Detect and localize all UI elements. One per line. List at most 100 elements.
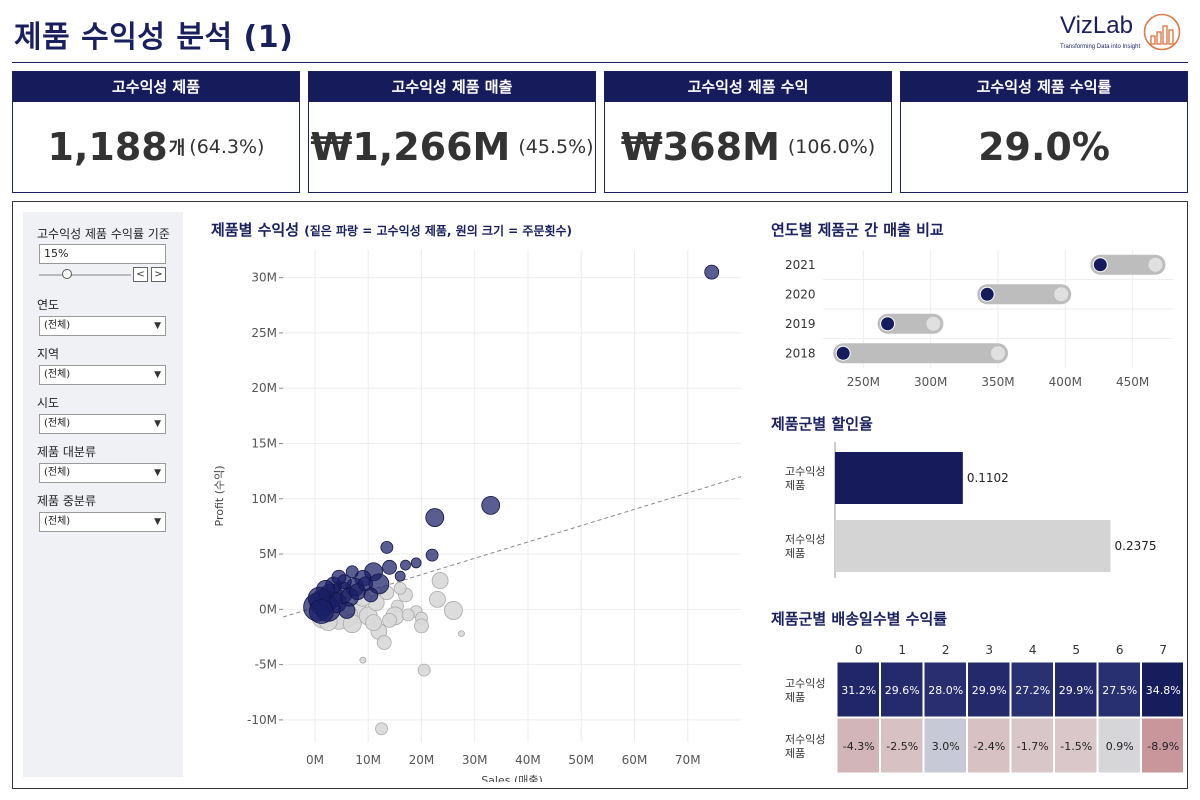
heatmap-cell bbox=[967, 717, 1011, 774]
year-label: 2019 bbox=[785, 317, 816, 331]
x-tick-label: 300M bbox=[914, 375, 947, 389]
y-tick-label: 10M bbox=[251, 492, 277, 506]
chevron-right-icon: > bbox=[154, 269, 163, 280]
filter-sidebar: 고수익성 제품 수익률 기준 15% < > 연도 (전체) ▼ 지역 (전체)… bbox=[23, 212, 183, 777]
high-profit-dot bbox=[835, 345, 851, 361]
heatmap-cell-label: -2.5% bbox=[886, 740, 918, 753]
heatmap-cell bbox=[1010, 717, 1054, 774]
threshold-decrement-button[interactable]: < bbox=[133, 267, 148, 282]
category-dropdown[interactable]: (전체) ▼ bbox=[39, 463, 166, 483]
caret-down-icon: ▼ bbox=[154, 419, 161, 429]
x-axis-title: Sales (매출) bbox=[481, 774, 543, 782]
x-tick-label: 60M bbox=[622, 753, 648, 767]
heatmap-cell bbox=[923, 717, 967, 774]
heatmap-cell bbox=[967, 661, 1011, 718]
delivery-day-header: 1 bbox=[898, 643, 906, 657]
kpi-value: 29.0% bbox=[978, 125, 1110, 169]
delivery-day-header: 0 bbox=[855, 643, 863, 657]
scatter-chart[interactable]: 0M 10M 20M 30M 40M 50M 60M 70M 30M 25M 20M 15M 10M 5M… bbox=[201, 242, 741, 782]
heatmap-cell bbox=[1141, 661, 1183, 718]
province-dropdown-value: (전체) bbox=[44, 418, 71, 429]
scatter-point-low-profit bbox=[444, 601, 463, 620]
heatmap-cell bbox=[923, 661, 967, 718]
scatter-point-high-profit bbox=[380, 541, 394, 554]
kpi-value: 1,188 bbox=[47, 125, 168, 169]
heatmap-cell-label: 29.9% bbox=[1059, 684, 1094, 697]
heatmap-cell bbox=[1097, 661, 1141, 718]
scatter-point-high-profit bbox=[425, 548, 439, 562]
vizlab-logo: VizLab Transforming Data into Insight bbox=[1056, 12, 1186, 56]
caret-down-icon: ▼ bbox=[154, 517, 161, 527]
scatter-point-high-profit bbox=[400, 559, 411, 571]
kpi-card-high-profit-sales: 고수익성 제품 매출 ₩1,266M (45.5%) bbox=[308, 71, 596, 193]
filter-label-province: 시도 bbox=[37, 396, 60, 410]
delivery-day-header: 5 bbox=[1072, 643, 1080, 657]
filter-label-category: 제품 대분류 bbox=[37, 445, 97, 459]
scatter-point-low-profit bbox=[431, 572, 449, 589]
threshold-increment-button[interactable]: > bbox=[151, 267, 166, 282]
x-tick-label: 0M bbox=[306, 753, 324, 767]
y-tick-label: 15M bbox=[251, 436, 277, 450]
scatter-point-high-profit bbox=[704, 264, 720, 280]
kpi-value: ₩368M bbox=[620, 125, 780, 169]
scatter-point-low-profit bbox=[365, 614, 382, 631]
scatter-subtitle: (짙은 파랑 = 고수익성 제품, 원의 크기 = 주문횟수) bbox=[304, 224, 573, 238]
threshold-slider-track[interactable] bbox=[39, 274, 131, 276]
threshold-slider-handle[interactable] bbox=[61, 269, 72, 279]
year-label: 2020 bbox=[785, 287, 816, 301]
heatmap-cell-label: -1.5% bbox=[1060, 740, 1092, 753]
high-profit-dot bbox=[1092, 257, 1108, 273]
kpi-card-high-profit-products: 고수익성 제품 1,188 개 (64.3%) bbox=[12, 71, 300, 193]
delivery-day-header: 3 bbox=[985, 643, 993, 657]
heatmap-cell bbox=[1054, 661, 1098, 718]
province-dropdown[interactable]: (전체) ▼ bbox=[39, 414, 166, 434]
category-label-line2: 제품 bbox=[785, 479, 805, 492]
dumbbell-chart[interactable]: 250M 300M 350M 400M 450M 2021 2020 2019 2018 bbox=[763, 242, 1173, 392]
x-tick-label: 30M bbox=[462, 753, 488, 767]
discount-bar bbox=[835, 520, 1111, 572]
year-dropdown[interactable]: (전체) ▼ bbox=[39, 316, 166, 336]
kpi-label: 고수익성 제품 수익률 bbox=[901, 72, 1187, 102]
row-label-line1: 저수익성 bbox=[785, 733, 825, 746]
dumbbell-title: 연도별 제품군 간 매출 비교 bbox=[771, 221, 944, 239]
dashboard-panel: 고수익성 제품 수익률 기준 15% < > 연도 (전체) ▼ 지역 (전체)… bbox=[12, 201, 1188, 789]
heatmap-cell-label: 29.9% bbox=[972, 684, 1007, 697]
caret-down-icon: ▼ bbox=[154, 468, 161, 478]
x-tick-label: 250M bbox=[847, 375, 880, 389]
scatter-point-high-profit bbox=[394, 570, 406, 582]
discount-value-label: 0.2375 bbox=[1115, 539, 1157, 553]
high-profit-dot bbox=[979, 286, 995, 302]
heatmap-cell bbox=[1097, 717, 1141, 774]
x-tick-label: 70M bbox=[675, 753, 701, 767]
y-axis-title: Profit (수익) bbox=[213, 465, 226, 526]
threshold-input[interactable]: 15% bbox=[39, 244, 166, 264]
subcategory-dropdown[interactable]: (전체) ▼ bbox=[39, 512, 166, 532]
category-dropdown-value: (전체) bbox=[44, 467, 71, 478]
logo-chart-icon bbox=[1143, 13, 1181, 51]
scatter-title: 제품별 수익성 (짙은 파랑 = 고수익성 제품, 원의 크기 = 주문횟수) bbox=[211, 219, 572, 240]
y-tick-label: 30M bbox=[251, 271, 277, 285]
row-label-line2: 제품 bbox=[785, 747, 805, 760]
kpi-value: ₩1,266M bbox=[310, 125, 511, 169]
scatter-point-high-profit bbox=[363, 587, 379, 603]
kpi-share: (106.0%) bbox=[787, 136, 876, 158]
heatmap-cell-label: -1.7% bbox=[1017, 740, 1049, 753]
scatter-point-low-profit bbox=[382, 612, 397, 628]
y-tick-label: 25M bbox=[251, 326, 277, 340]
scatter-point-low-profit bbox=[393, 581, 407, 595]
scatter-point-low-profit bbox=[414, 618, 429, 634]
scatter-point-low-profit bbox=[401, 608, 415, 622]
scatter-point-low-profit bbox=[376, 635, 392, 650]
delivery-day-header: 6 bbox=[1116, 643, 1124, 657]
year-label: 2018 bbox=[785, 346, 816, 360]
kpi-unit: 개 bbox=[168, 138, 186, 159]
x-tick-label: 350M bbox=[981, 375, 1014, 389]
discount-bar bbox=[835, 452, 963, 504]
kpi-card-high-profit-margin: 고수익성 제품 수익률 29.0% bbox=[900, 71, 1188, 193]
low-profit-dot bbox=[991, 346, 1005, 361]
heatmap-cell-label: 28.0% bbox=[928, 684, 963, 697]
heatmap-cell-label: 27.5% bbox=[1102, 684, 1137, 697]
region-dropdown[interactable]: (전체) ▼ bbox=[39, 365, 166, 385]
